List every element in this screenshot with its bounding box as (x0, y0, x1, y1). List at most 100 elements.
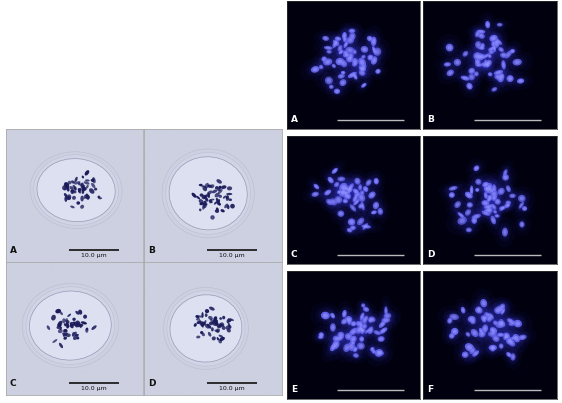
Point (225, 325, 234, 331)
Ellipse shape (487, 315, 515, 332)
Ellipse shape (316, 182, 340, 203)
Ellipse shape (313, 68, 318, 71)
Ellipse shape (479, 12, 496, 37)
Point (102, 293, 111, 299)
Point (119, 355, 128, 361)
Point (248, 258, 257, 264)
Point (277, 256, 286, 262)
Point (205, 388, 214, 395)
Ellipse shape (471, 37, 486, 53)
Point (15, 129, 24, 135)
Ellipse shape (467, 202, 473, 208)
Ellipse shape (348, 183, 374, 212)
Ellipse shape (327, 328, 353, 348)
Point (117, 193, 126, 200)
Point (197, 312, 206, 318)
Ellipse shape (445, 50, 470, 75)
Point (13, 244, 22, 250)
Ellipse shape (349, 185, 363, 198)
Point (94, 215, 103, 222)
Ellipse shape (473, 52, 481, 60)
Point (57, 346, 66, 353)
Ellipse shape (347, 187, 363, 211)
Point (152, 359, 161, 366)
Point (203, 364, 212, 370)
Point (114, 269, 123, 276)
Point (237, 125, 246, 132)
Ellipse shape (76, 322, 79, 324)
Ellipse shape (484, 44, 500, 54)
Ellipse shape (324, 189, 331, 195)
Point (79, 159, 88, 165)
Ellipse shape (34, 155, 119, 225)
Point (234, 170, 243, 176)
Point (259, 189, 268, 196)
Point (169, 218, 178, 224)
Ellipse shape (205, 324, 209, 328)
Ellipse shape (455, 215, 469, 227)
Point (20, 381, 29, 388)
Point (224, 325, 233, 331)
Point (27, 345, 36, 351)
Point (261, 367, 270, 373)
Ellipse shape (373, 351, 375, 353)
Ellipse shape (520, 205, 528, 212)
Ellipse shape (482, 200, 490, 206)
Ellipse shape (349, 328, 357, 335)
Ellipse shape (210, 184, 214, 188)
Ellipse shape (498, 324, 504, 327)
Text: D: D (427, 250, 434, 259)
Point (29, 295, 38, 302)
Point (65, 349, 74, 355)
Ellipse shape (369, 197, 383, 214)
Point (161, 187, 170, 194)
Ellipse shape (507, 204, 509, 206)
Point (97, 343, 106, 349)
Point (243, 218, 252, 225)
Ellipse shape (327, 318, 339, 337)
Ellipse shape (334, 178, 352, 196)
Point (135, 306, 144, 312)
Point (176, 287, 185, 294)
Point (239, 290, 248, 296)
Ellipse shape (347, 338, 358, 348)
Ellipse shape (360, 313, 365, 320)
Ellipse shape (465, 174, 478, 207)
Ellipse shape (338, 210, 344, 217)
Ellipse shape (488, 84, 501, 94)
Point (148, 269, 157, 276)
Point (198, 366, 207, 372)
Text: 10.0 μm: 10.0 μm (219, 253, 245, 258)
Ellipse shape (502, 62, 505, 67)
Ellipse shape (366, 324, 375, 336)
Ellipse shape (475, 31, 480, 37)
Point (198, 350, 207, 356)
Ellipse shape (203, 203, 207, 206)
Ellipse shape (472, 217, 477, 224)
Ellipse shape (375, 349, 383, 357)
Ellipse shape (364, 51, 377, 64)
Ellipse shape (347, 318, 352, 325)
Point (80, 233, 89, 239)
Point (46, 264, 55, 270)
Point (62, 302, 71, 309)
Point (81, 366, 90, 372)
Point (142, 179, 151, 185)
Ellipse shape (353, 50, 356, 53)
Ellipse shape (455, 44, 475, 64)
Point (26, 346, 35, 353)
Ellipse shape (361, 204, 364, 208)
Point (276, 265, 285, 271)
Ellipse shape (332, 50, 356, 77)
Ellipse shape (437, 306, 471, 328)
Point (163, 388, 172, 395)
Ellipse shape (373, 347, 385, 359)
Point (239, 195, 248, 202)
Point (262, 338, 271, 345)
Ellipse shape (223, 195, 226, 199)
Ellipse shape (215, 186, 219, 189)
Point (265, 347, 274, 353)
Ellipse shape (447, 312, 461, 322)
Ellipse shape (75, 311, 79, 315)
Ellipse shape (82, 188, 85, 191)
